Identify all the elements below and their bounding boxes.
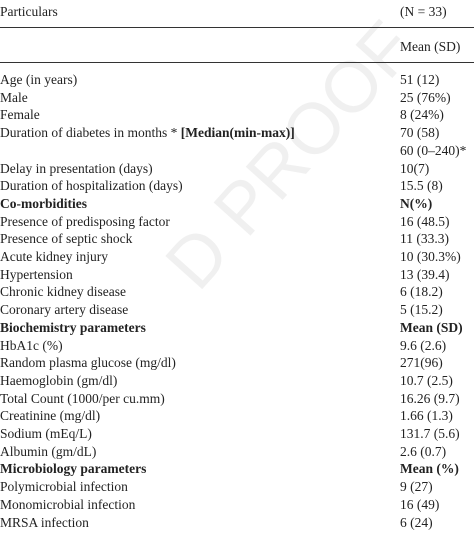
row-value: 5 (15.2) <box>400 302 443 318</box>
label-text: Monomicrobial infection <box>0 496 136 512</box>
row-value: 16 (48.5) <box>400 213 450 229</box>
row-label: Haemoglobin (gm/dl) <box>0 372 117 389</box>
row-label: Female <box>0 106 40 123</box>
row-value: 6 (24) <box>400 514 433 530</box>
row-label: Acute kidney injury <box>0 248 108 265</box>
label-text: Coronary artery disease <box>0 302 129 318</box>
header-cell: Particulars <box>0 4 58 19</box>
row-value: 1.66 (1.3) <box>400 408 453 424</box>
label-text: HbA1c (%) <box>0 337 63 353</box>
row-label: Coronary artery disease <box>0 301 128 318</box>
row-label: Presence of predisposing factor <box>0 213 170 230</box>
row-label: Duration of hospitalization (days) <box>0 177 183 194</box>
row-value: 9.6 (2.6) <box>400 337 447 353</box>
label-text: Random plasma glucose (mg/dl) <box>0 355 176 371</box>
row-value: Mean (%) <box>400 461 459 477</box>
label-text: Sodium (mEq/L) <box>0 426 92 441</box>
row-label: Chronic kidney disease <box>0 283 126 300</box>
label-text: Presence of septic shock <box>0 231 133 247</box>
row-label: Male <box>0 89 28 106</box>
row-value: 271(96) <box>400 355 443 371</box>
row-label: MRSA infection <box>0 514 89 531</box>
label-text: Age (in years) <box>0 72 78 87</box>
row-label: HbA1c (%) <box>0 337 63 354</box>
label-text: Microbiology parameters <box>0 461 147 477</box>
label-text: Biochemistry parameters <box>0 319 146 335</box>
row-label: Delay in presentation (days) <box>0 160 153 177</box>
row-value: 15.5 (8) <box>400 178 443 194</box>
row-label: Monomicrobial infection <box>0 496 135 513</box>
row-value: 10.7 (2.5) <box>400 372 453 388</box>
label-text: Chronic kidney disease <box>0 284 126 300</box>
rule <box>0 62 474 63</box>
row-value: 16 (49) <box>400 496 440 512</box>
row-value: 70 (58) <box>400 125 440 141</box>
label-text: Acute kidney injury <box>0 249 108 264</box>
label-text: Total Count (1000/per cu.mm) <box>0 390 165 406</box>
label-text: Creatinine (mg/dl) <box>0 408 101 424</box>
label-text: Duration of hospitalization (days) <box>0 178 183 194</box>
label-text: Albumin (gm/dL) <box>0 443 97 459</box>
row-label: Random plasma glucose (mg/dl) <box>0 354 176 371</box>
row-label: Hypertension <box>0 266 73 283</box>
label-text: Hypertension <box>0 266 73 282</box>
rule <box>0 27 474 28</box>
label-text: MRSA infection <box>0 514 89 530</box>
watermark: D PROOF <box>150 6 430 305</box>
row-value: 10 (30.3%) <box>400 249 461 264</box>
row-label: Albumin (gm/dL) <box>0 443 96 460</box>
label-text: Haemoglobin (gm/dl) <box>0 372 118 388</box>
row-label: Age (in years) <box>0 71 77 88</box>
row-value: 25 (76%) <box>400 89 451 105</box>
label-text: Duration of diabetes in months * <box>0 125 181 141</box>
row-value: 2.6 (0.7) <box>400 443 447 459</box>
row-label: Co-morbidities <box>0 195 87 212</box>
row-label: Biochemistry parameters <box>0 319 146 336</box>
header-cell: (N = 33) <box>400 4 447 19</box>
row-label: Sodium (mEq/L) <box>0 425 92 442</box>
row-value: 51 (12) <box>400 72 440 87</box>
row-value: 13 (39.4) <box>400 266 450 282</box>
row-value: 131.7 (5.6) <box>400 426 460 441</box>
label-text: Delay in presentation (days) <box>0 160 153 176</box>
label-text: Presence of predisposing factor <box>0 213 170 229</box>
label-text: Co-morbidities <box>0 195 87 211</box>
row-value: Mean (SD) <box>400 319 463 335</box>
row-value: 11 (33.3) <box>400 231 449 247</box>
label-text: Female <box>0 107 40 123</box>
row-label: Total Count (1000/per cu.mm) <box>0 390 165 407</box>
row-value: 6 (18.2) <box>400 284 443 300</box>
row-label: Presence of septic shock <box>0 230 132 247</box>
row-label: Polymicrobial infection <box>0 478 128 495</box>
row-value: 10(7) <box>400 160 430 176</box>
row-label: Creatinine (mg/dl) <box>0 407 100 424</box>
subheader-cell: Mean (SD) <box>400 39 461 54</box>
row-value: N(%) <box>400 195 433 211</box>
row-label: Duration of diabetes in months * [Median… <box>0 124 295 141</box>
label-bold-text: [Median(min-max)] <box>180 125 295 141</box>
label-text: Polymicrobial infection <box>0 479 128 495</box>
row-value: 9 (27) <box>400 479 433 495</box>
label-text: Male <box>0 89 28 105</box>
row-label: Microbiology parameters <box>0 460 146 477</box>
row-value: 16.26 (9.7) <box>400 390 460 406</box>
row-value: 60 (0–240)* <box>400 142 467 158</box>
row-value: 8 (24%) <box>400 107 444 123</box>
